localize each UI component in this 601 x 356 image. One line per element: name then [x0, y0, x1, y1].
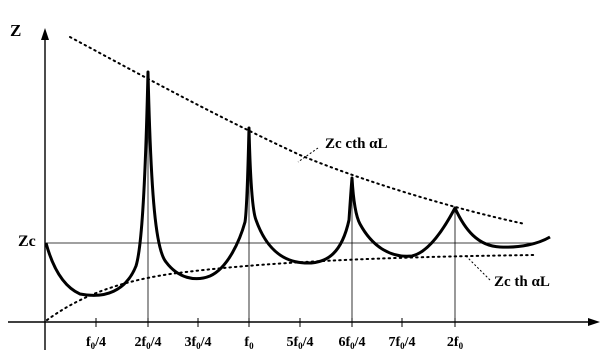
x-tick-label: 2f0 [447, 335, 464, 351]
lower-envelope-curve [46, 254, 536, 321]
upper-envelope-curve [69, 36, 526, 225]
x-tick-label: f0/4 [86, 335, 106, 351]
impedance-curve [44, 70, 551, 297]
lower-curve-label: Zc th αL [494, 274, 550, 290]
lower-label-leader [465, 255, 491, 281]
x-tick-label: 3f0/4 [184, 335, 211, 351]
x-tick-label: 5f0/4 [286, 335, 313, 351]
zc-label: Zc [18, 233, 36, 250]
upper-curve-label: Zc cth αL [325, 136, 388, 152]
x-axis-arrow [588, 318, 600, 326]
upper-label-leader [297, 147, 319, 163]
x-tick-label: 7f0/4 [388, 335, 415, 351]
x-tick-labels: f0/4 2f0/4 3f0/4 f0 5f0/4 6f0/4 7f0/4 2f0 [86, 335, 464, 351]
x-tick-label: f0 [244, 335, 254, 351]
y-axis-arrow [41, 28, 49, 40]
y-axis-label: Z [10, 21, 21, 40]
x-tick-label: 2f0/4 [134, 335, 161, 351]
x-tick-label: 6f0/4 [338, 335, 365, 351]
